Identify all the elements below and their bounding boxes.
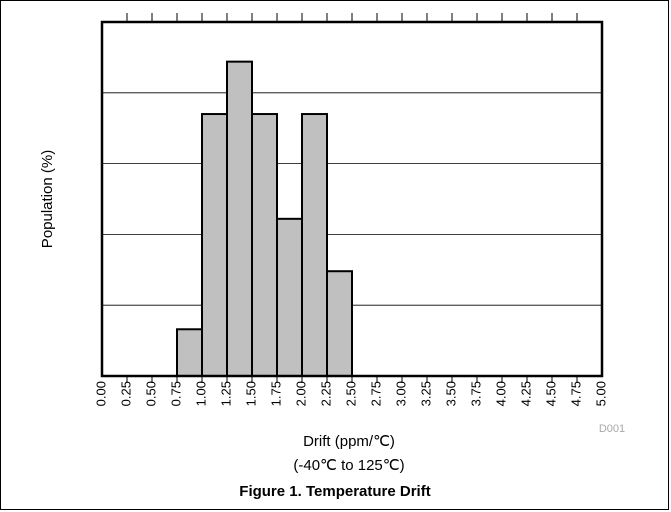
histogram-bar bbox=[176, 328, 203, 378]
figure-code: D001 bbox=[599, 423, 625, 435]
x-axis-subtitle: (-40℃ to 125℃) bbox=[293, 457, 404, 474]
figure-caption: Figure 1. Temperature Drift bbox=[239, 483, 430, 500]
x-tick-label: 0.00 bbox=[93, 381, 108, 406]
x-tick-label: 3.00 bbox=[393, 381, 408, 406]
histogram-bar bbox=[226, 60, 253, 377]
x-tick-label: 2.50 bbox=[343, 381, 358, 406]
x-axis-title: Drift (ppm/℃) bbox=[303, 433, 395, 450]
x-tick-label: 4.50 bbox=[543, 381, 558, 406]
histogram-bar bbox=[251, 113, 278, 377]
x-tick-label: 4.25 bbox=[518, 381, 533, 406]
histogram-bar bbox=[301, 113, 328, 377]
x-tick-label: 3.25 bbox=[418, 381, 433, 406]
x-tick-labels: 0.00 0.25 0.50 0.75 1.00 1.25 1.50 1.75 2.00 2.25… bbox=[93, 381, 608, 406]
histogram-bar bbox=[326, 270, 353, 377]
x-tick-label: 0.50 bbox=[143, 381, 158, 406]
histogram-bar bbox=[276, 217, 303, 377]
x-tick-label: 3.75 bbox=[468, 381, 483, 406]
y-axis-title: Population (%) bbox=[39, 150, 56, 248]
x-tick-label: 2.00 bbox=[293, 381, 308, 406]
x-tick-label: 1.00 bbox=[193, 381, 208, 406]
x-tick-label: 0.25 bbox=[118, 381, 133, 406]
histogram-bar bbox=[201, 113, 228, 377]
x-tick-label: 2.75 bbox=[368, 381, 383, 406]
axis-ticks bbox=[126, 13, 578, 383]
x-tick-label: 1.50 bbox=[243, 381, 258, 406]
x-tick-label: 1.75 bbox=[268, 381, 283, 406]
x-tick-label: 4.75 bbox=[568, 381, 583, 406]
x-tick-label: 1.25 bbox=[218, 381, 233, 406]
histogram-bars bbox=[176, 60, 353, 378]
x-tick-label: 5.00 bbox=[593, 381, 608, 406]
x-tick-label: 4.00 bbox=[493, 381, 508, 406]
x-tick-label: 3.50 bbox=[443, 381, 458, 406]
x-tick-label: 2.25 bbox=[318, 381, 333, 406]
x-tick-label: 0.75 bbox=[168, 381, 183, 406]
